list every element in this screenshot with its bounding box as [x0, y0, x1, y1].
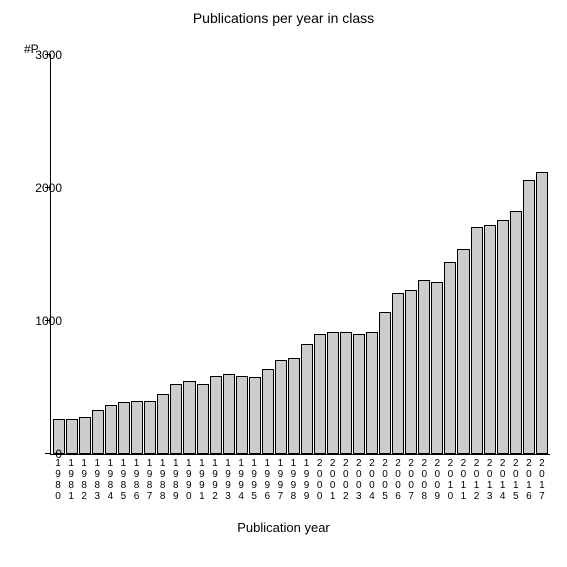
x-tick-label: 2009 — [431, 458, 443, 502]
x-tick-label: 2000 — [314, 458, 326, 502]
bars-group — [51, 55, 550, 454]
x-tick-label: 1984 — [104, 458, 116, 502]
y-tick-label: 2000 — [35, 181, 62, 195]
bar — [66, 419, 78, 454]
x-tick-label: 2002 — [340, 458, 352, 502]
x-tick-label: 1996 — [261, 458, 273, 502]
x-tick-label: 1985 — [117, 458, 129, 502]
x-tick-label: 2004 — [366, 458, 378, 502]
bar — [223, 374, 235, 454]
bar — [275, 360, 287, 454]
x-tick-label: 1980 — [52, 458, 64, 502]
x-tick-label: 1983 — [91, 458, 103, 502]
bar — [118, 402, 130, 454]
x-tick-label: 1987 — [144, 458, 156, 502]
y-tick — [45, 453, 51, 454]
x-tick-label: 1989 — [170, 458, 182, 502]
x-tick-label: 2014 — [497, 458, 509, 502]
bar — [484, 225, 496, 454]
bar — [497, 220, 509, 454]
bar — [210, 376, 222, 454]
x-tick-label: 2015 — [510, 458, 522, 502]
x-tick-label: 2007 — [405, 458, 417, 502]
bar — [366, 332, 378, 454]
x-tick-label: 2001 — [327, 458, 339, 502]
x-tick-label: 1998 — [287, 458, 299, 502]
chart-container: Publications per year in class #P 010002… — [0, 0, 567, 567]
bar — [457, 249, 469, 454]
x-axis-title: Publication year — [0, 520, 567, 535]
bar — [197, 384, 209, 454]
bar — [183, 381, 195, 454]
x-tick-label: 1997 — [274, 458, 286, 502]
x-tick-label: 1993 — [222, 458, 234, 502]
y-tick-label: 1000 — [35, 314, 62, 328]
bar — [536, 172, 548, 454]
x-tick-label: 1994 — [235, 458, 247, 502]
bar — [379, 312, 391, 454]
x-tick-label: 1999 — [300, 458, 312, 502]
x-tick-label: 1990 — [183, 458, 195, 502]
x-tick-label: 1986 — [130, 458, 142, 502]
bar — [523, 180, 535, 454]
bar — [157, 394, 169, 454]
bar — [353, 334, 365, 454]
bar — [249, 377, 261, 454]
x-tick-label: 1982 — [78, 458, 90, 502]
bar — [236, 376, 248, 454]
bar — [340, 332, 352, 454]
bar — [79, 417, 91, 454]
bar — [418, 280, 430, 454]
x-tick-label: 2011 — [457, 458, 469, 502]
x-tick-label: 2016 — [523, 458, 535, 502]
x-tick-label: 2012 — [471, 458, 483, 502]
bar — [314, 334, 326, 454]
bar — [144, 401, 156, 454]
x-tick-label: 1988 — [157, 458, 169, 502]
x-tick-label: 2006 — [392, 458, 404, 502]
bar — [392, 293, 404, 454]
bar — [301, 344, 313, 454]
bar — [170, 384, 182, 454]
x-labels-group: 1980198119821983198419851986198719881989… — [50, 458, 550, 502]
x-tick-label: 2003 — [353, 458, 365, 502]
bar — [105, 405, 117, 454]
bar — [262, 369, 274, 454]
x-tick-label: 1995 — [248, 458, 260, 502]
bar — [405, 290, 417, 454]
bar — [444, 262, 456, 454]
x-tick-label: 1992 — [209, 458, 221, 502]
bar — [131, 401, 143, 454]
y-tick-label: 3000 — [35, 48, 62, 62]
bar — [92, 410, 104, 454]
bar — [327, 332, 339, 454]
x-tick-label: 1991 — [196, 458, 208, 502]
x-tick-label: 2008 — [418, 458, 430, 502]
bar — [471, 227, 483, 454]
x-tick-label: 1981 — [65, 458, 77, 502]
bar — [288, 358, 300, 454]
plot-area — [50, 55, 550, 455]
bar — [431, 282, 443, 454]
bar — [510, 211, 522, 454]
chart-title: Publications per year in class — [0, 10, 567, 26]
x-tick-label: 2017 — [536, 458, 548, 502]
x-tick-label: 2013 — [484, 458, 496, 502]
x-tick-label: 2010 — [444, 458, 456, 502]
x-tick-label: 2005 — [379, 458, 391, 502]
